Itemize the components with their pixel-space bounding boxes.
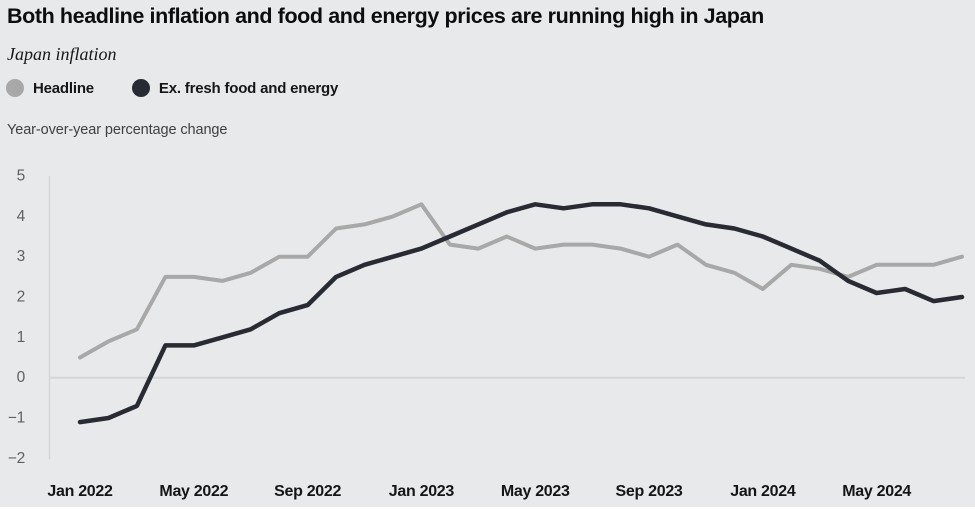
bottom-divider xyxy=(0,507,975,514)
y-tick-label: 5 xyxy=(17,168,25,185)
ex-fresh-food-energy-line xyxy=(77,202,965,425)
x-tick-label: Jan 2022 xyxy=(47,483,113,500)
legend: Headline Ex. fresh food and energy xyxy=(6,79,338,97)
y-tick-label: 3 xyxy=(17,248,25,265)
y-axis-unit-label: Year-over-year percentage change xyxy=(7,122,228,138)
ex-fresh-food-energy-series-dot-icon xyxy=(131,79,150,97)
legend-label-headline: Headline xyxy=(33,79,94,97)
chart-subtitle: Japan inflation xyxy=(7,44,117,64)
x-tick-label: May 2023 xyxy=(501,483,570,500)
headline-line xyxy=(78,202,964,360)
y-tick-label: −2 xyxy=(8,450,25,467)
y-tick-label: −1 xyxy=(8,410,25,427)
y-tick-label: 2 xyxy=(17,289,25,306)
chart-title: Both headline inflation and food and ene… xyxy=(7,4,764,28)
x-tick-label: Jan 2024 xyxy=(730,483,796,500)
x-tick-label: May 2024 xyxy=(842,483,911,500)
x-tick-label: Sep 2023 xyxy=(616,483,683,500)
x-tick-label: May 2022 xyxy=(159,483,228,500)
y-tick-label: 0 xyxy=(17,369,26,386)
legend-item-ex-fresh-food-energy: Ex. fresh food and energy xyxy=(131,79,339,97)
y-tick-label: 1 xyxy=(17,329,25,346)
x-tick-label: Sep 2022 xyxy=(274,483,341,500)
x-tick-label: Jan 2023 xyxy=(389,483,455,500)
legend-item-headline: Headline xyxy=(6,79,94,97)
legend-label-ex-fresh-food-energy: Ex. fresh food and energy xyxy=(158,79,339,97)
headline-series-dot-icon xyxy=(6,79,24,97)
y-tick-label: 4 xyxy=(17,208,26,225)
